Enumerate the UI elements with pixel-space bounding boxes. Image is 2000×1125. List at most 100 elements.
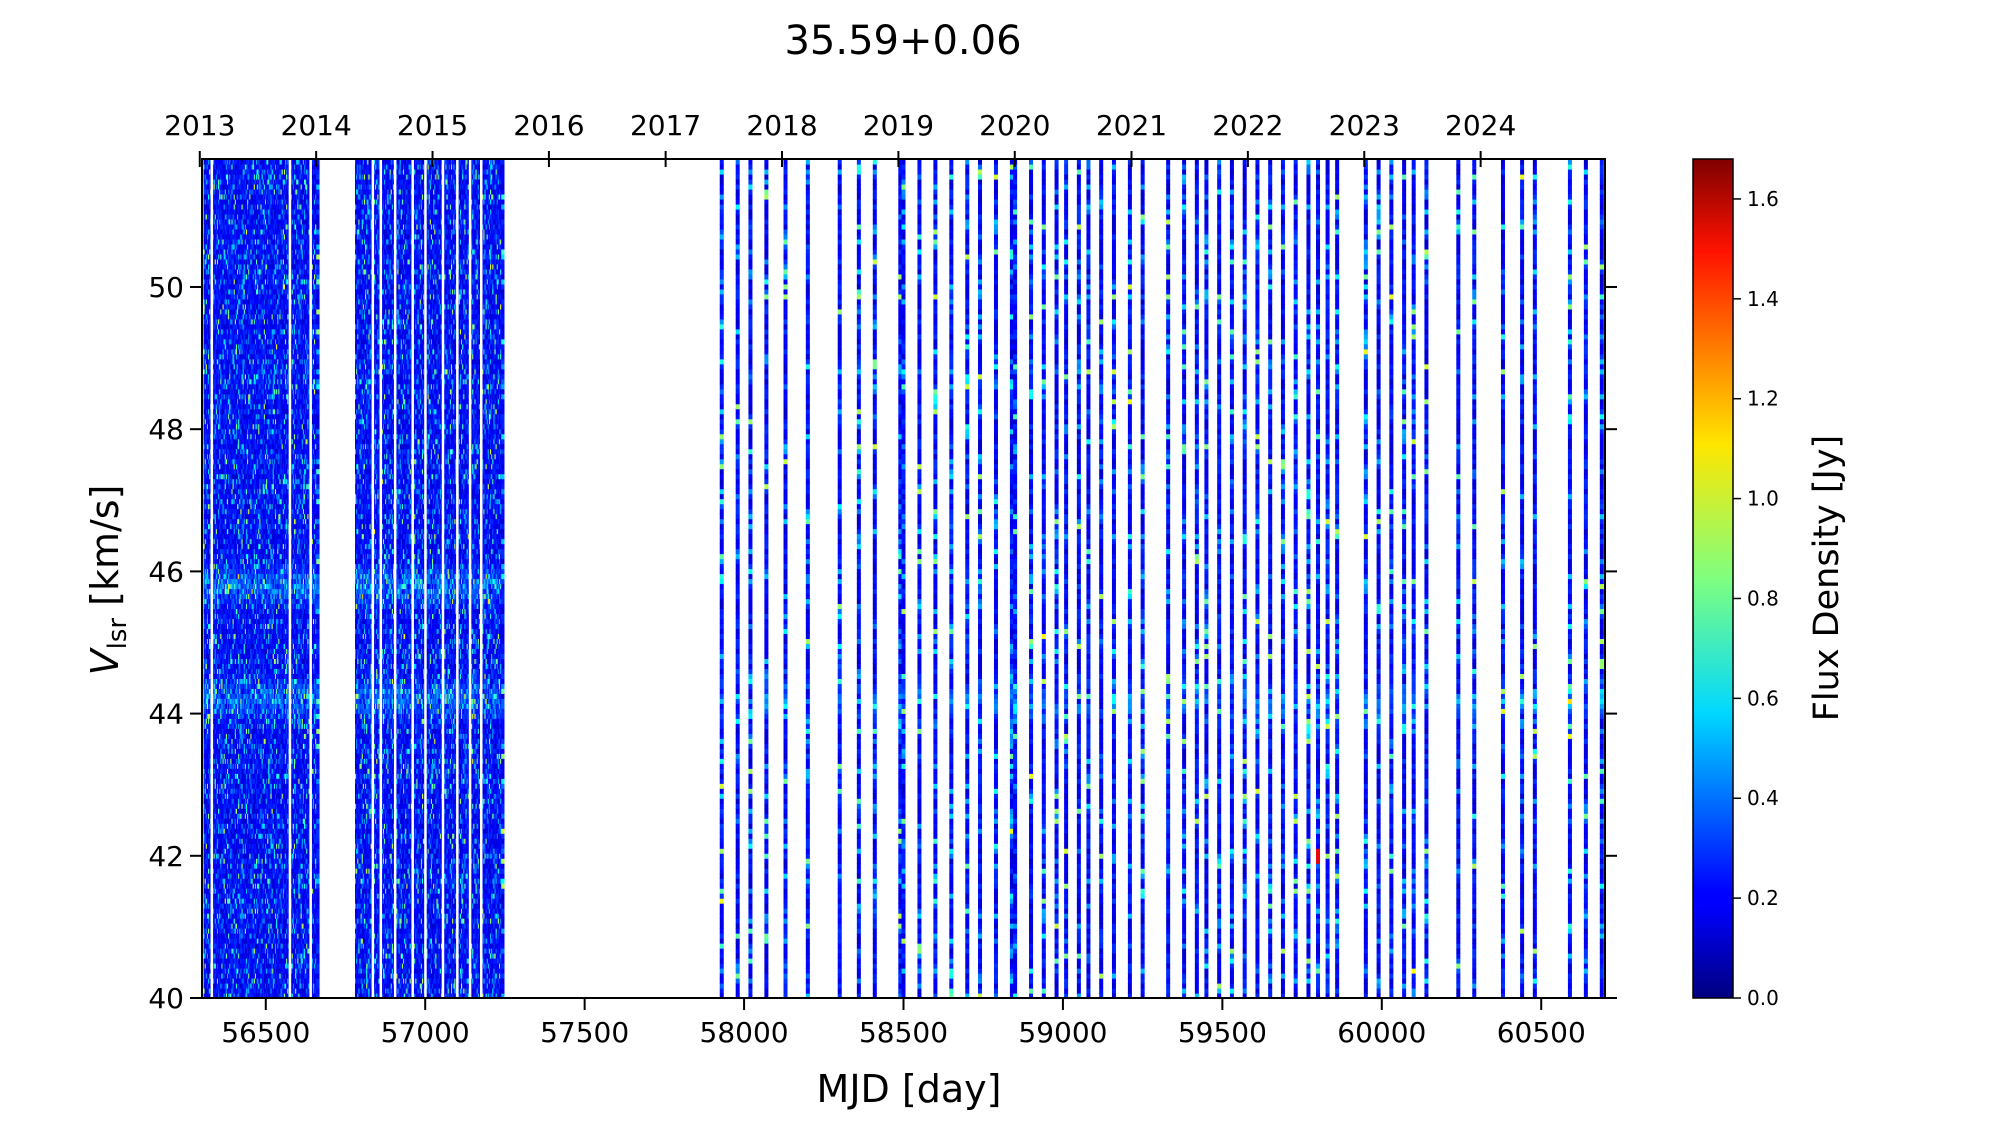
heatmap-gap	[442, 159, 445, 998]
heatmap-gap	[480, 159, 483, 998]
top-tick-label: 2019	[863, 109, 934, 142]
heatmap-column	[1389, 159, 1393, 999]
colorbar-tick-label: 0.4	[1747, 786, 1779, 810]
heatmap-column	[1533, 159, 1537, 999]
heatmap-column	[838, 159, 842, 999]
heatmap-column	[978, 159, 982, 999]
heatmap-plot-area	[204, 159, 1604, 999]
chart-title: 35.59+0.06	[784, 18, 1021, 64]
heatmap-gap	[424, 159, 427, 998]
colorbar-tick-label: 1.6	[1747, 187, 1779, 211]
top-tick-label: 2016	[513, 109, 584, 142]
heatmap-column	[1316, 159, 1320, 999]
heatmap-column	[1064, 159, 1068, 999]
top-tick-label: 2021	[1096, 109, 1167, 142]
colorbar-label: Flux Density [Jy]	[1807, 435, 1847, 721]
y-tick-label: 46	[148, 555, 184, 588]
heatmap-column	[748, 159, 752, 999]
x-tick-label: 59500	[1178, 1016, 1267, 1049]
top-tick-label: 2024	[1445, 109, 1516, 142]
heatmap-column	[1326, 159, 1330, 999]
heatmap-column	[1424, 159, 1428, 999]
x-tick-label: 58000	[700, 1016, 789, 1049]
heatmap-column	[720, 159, 724, 999]
colorbar-tick-label: 1.2	[1747, 387, 1779, 411]
y-tick-label: 40	[148, 982, 184, 1015]
colorbar-tick-label: 1.4	[1747, 287, 1779, 311]
colorbar-ticks: 0.0 0.2 0.4 0.6 0.8 1.0 1.2 1.4 1.6	[1733, 187, 1779, 1010]
x-axis-label: MJD [day]	[817, 1067, 1002, 1111]
heatmap-column	[1377, 159, 1381, 999]
colorbar-tick-label: 0.2	[1747, 886, 1779, 910]
heatmap-gap	[211, 159, 214, 998]
top-tick-label: 2014	[281, 109, 352, 142]
heatmap-column	[1128, 159, 1132, 999]
y-axis-label-main: V	[83, 646, 127, 675]
heatmap-column	[1141, 159, 1145, 999]
heatmap-column	[1166, 159, 1170, 999]
heatmap-column	[736, 159, 740, 999]
top-tick-label: 2022	[1212, 109, 1283, 142]
heatmap-column	[1029, 159, 1033, 999]
heatmap-column	[1099, 159, 1103, 999]
heatmap-column	[949, 159, 953, 999]
x-tick-label: 57000	[381, 1016, 470, 1049]
top-tick-label: 2023	[1329, 109, 1400, 142]
x-tick-label: 57500	[540, 1016, 629, 1049]
heatmap-column	[1364, 159, 1368, 999]
y-axis-label-sub: lsr	[103, 618, 133, 650]
heatmap-column	[1182, 159, 1186, 999]
heatmap-column	[1568, 159, 1572, 999]
heatmap-column	[1520, 159, 1524, 999]
heatmap-column	[1112, 159, 1116, 999]
heatmap-column	[784, 159, 788, 999]
heatmap-column	[1230, 159, 1234, 999]
colorbar-tick-label: 0.6	[1747, 686, 1779, 710]
heatmap-column	[1013, 159, 1017, 999]
top-tick-label: 2015	[397, 109, 468, 142]
heatmap-column	[1472, 159, 1476, 999]
heatmap-column	[1501, 159, 1505, 999]
heatmap-gap	[380, 159, 383, 998]
heatmap-column	[1243, 159, 1247, 999]
heatmap-column	[1086, 159, 1090, 999]
heatmap-column	[1402, 159, 1406, 999]
heatmap-column	[501, 159, 504, 999]
heatmap-column	[1217, 159, 1221, 999]
heatmap-gap	[456, 159, 459, 998]
heatmap-column	[994, 159, 998, 999]
top-tick-label: 2017	[630, 109, 701, 142]
heatmap-column	[1055, 159, 1059, 999]
heatmap-column	[917, 159, 921, 999]
y-axis-label: Vlsr [km/s]	[83, 485, 133, 676]
heatmap-column	[965, 159, 969, 999]
heatmap-column	[764, 159, 768, 999]
heatmap-column	[1294, 159, 1298, 999]
colorbar-tick-label: 0.0	[1747, 986, 1779, 1010]
heatmap-column	[902, 159, 906, 999]
y-axis-label-unit: [km/s]	[83, 485, 127, 618]
colorbar-tick-label: 0.8	[1747, 586, 1779, 610]
heatmap-gap	[309, 159, 312, 998]
heatmap-column	[1584, 159, 1588, 999]
heatmap-column	[1077, 159, 1081, 999]
heatmap-column	[1306, 159, 1310, 999]
heatmap-column	[1456, 159, 1460, 999]
heatmap-column	[873, 159, 877, 999]
heatmap-gap	[372, 159, 375, 998]
heatmap-gap	[289, 159, 292, 998]
y-tick-label: 44	[148, 698, 184, 731]
top-tick-label: 2013	[164, 109, 235, 142]
heatmap-column	[857, 159, 861, 999]
heatmap-column	[1204, 159, 1208, 999]
y-tick-label: 50	[148, 271, 184, 304]
top-tick-label: 2020	[979, 109, 1050, 142]
x-axis-ticks: 56500 57000 57500 58000 58500 59000 59500 60000…	[221, 998, 1586, 1049]
colorbar-tick-label: 1.0	[1747, 487, 1779, 511]
heatmap-column	[1281, 159, 1285, 999]
heatmap-column	[933, 159, 937, 999]
heatmap-gap	[411, 159, 414, 998]
x-tick-label: 58500	[859, 1016, 948, 1049]
heatmap-column	[1255, 159, 1259, 999]
